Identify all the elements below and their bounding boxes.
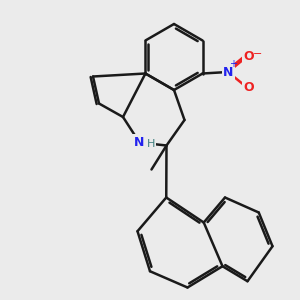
Text: N: N bbox=[223, 65, 233, 79]
Text: N: N bbox=[134, 136, 144, 149]
Text: O: O bbox=[244, 50, 254, 64]
Text: O: O bbox=[244, 80, 254, 94]
Text: H: H bbox=[147, 139, 155, 149]
Text: +: + bbox=[230, 58, 238, 69]
Text: −: − bbox=[253, 49, 262, 59]
